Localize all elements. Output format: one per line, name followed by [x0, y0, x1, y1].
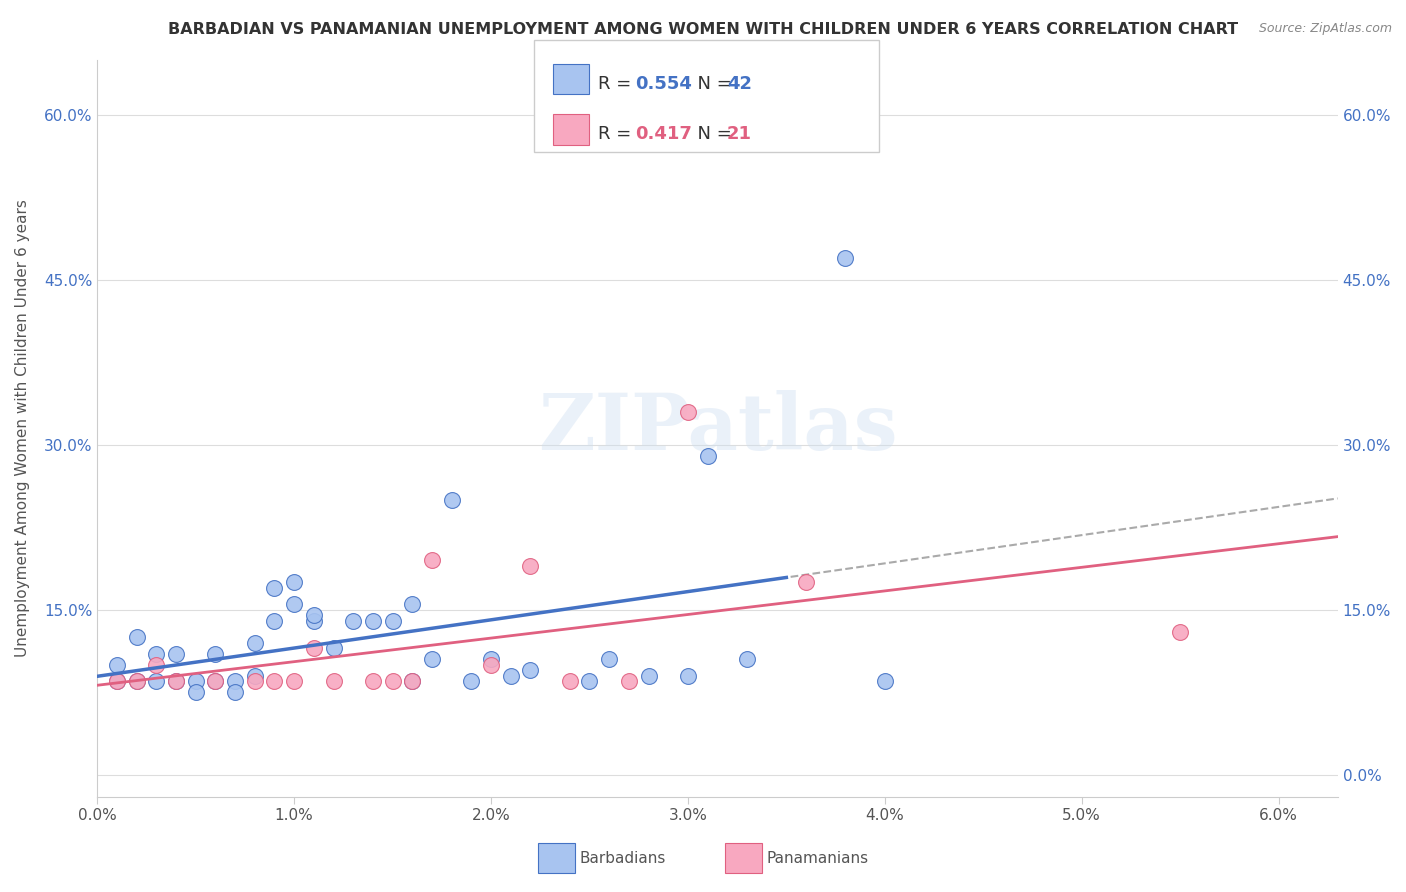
Point — [460, 674, 482, 689]
Point — [105, 674, 128, 689]
Point — [735, 652, 758, 666]
Point — [1168, 624, 1191, 639]
Point — [637, 668, 659, 682]
Point — [420, 553, 443, 567]
Point — [322, 674, 344, 689]
Point — [342, 614, 364, 628]
Point — [204, 647, 226, 661]
Point — [401, 674, 423, 689]
Point — [145, 674, 167, 689]
Point — [105, 674, 128, 689]
Point — [165, 674, 187, 689]
Point — [479, 657, 502, 672]
Point — [794, 575, 817, 590]
Text: 0.417: 0.417 — [636, 125, 692, 143]
Point — [420, 652, 443, 666]
Point — [676, 668, 699, 682]
Point — [125, 674, 148, 689]
Point — [578, 674, 600, 689]
Point — [873, 674, 896, 689]
Point — [283, 597, 305, 611]
Point — [204, 674, 226, 689]
Point — [243, 635, 266, 649]
Point — [302, 641, 325, 656]
Point — [283, 674, 305, 689]
Point — [440, 492, 463, 507]
Point — [165, 674, 187, 689]
Point — [263, 674, 285, 689]
Point — [617, 674, 640, 689]
Point — [224, 685, 246, 699]
Point — [401, 597, 423, 611]
Point — [145, 657, 167, 672]
Text: 0.554: 0.554 — [636, 75, 692, 93]
Point — [361, 674, 384, 689]
Text: R =: R = — [598, 75, 637, 93]
Point — [381, 614, 404, 628]
Text: Panamanians: Panamanians — [766, 852, 869, 866]
Point — [834, 251, 856, 265]
Point — [165, 647, 187, 661]
Point — [322, 641, 344, 656]
Point — [184, 674, 207, 689]
Point — [381, 674, 404, 689]
Point — [125, 674, 148, 689]
Y-axis label: Unemployment Among Women with Children Under 6 years: Unemployment Among Women with Children U… — [15, 199, 30, 657]
Point — [401, 674, 423, 689]
Point — [263, 581, 285, 595]
Point — [519, 558, 541, 573]
Point — [361, 614, 384, 628]
Point — [224, 674, 246, 689]
Point — [243, 668, 266, 682]
Point — [479, 652, 502, 666]
Point — [145, 647, 167, 661]
Text: N =: N = — [686, 125, 738, 143]
Point — [243, 674, 266, 689]
Text: Source: ZipAtlas.com: Source: ZipAtlas.com — [1258, 22, 1392, 36]
Text: BARBADIAN VS PANAMANIAN UNEMPLOYMENT AMONG WOMEN WITH CHILDREN UNDER 6 YEARS COR: BARBADIAN VS PANAMANIAN UNEMPLOYMENT AMO… — [167, 22, 1239, 37]
Point — [598, 652, 620, 666]
Text: N =: N = — [686, 75, 738, 93]
Point — [519, 663, 541, 677]
Point — [204, 674, 226, 689]
Point — [302, 608, 325, 623]
Point — [125, 630, 148, 644]
Text: 21: 21 — [727, 125, 752, 143]
Point — [105, 657, 128, 672]
Point — [283, 575, 305, 590]
Text: Barbadians: Barbadians — [579, 852, 665, 866]
Point — [499, 668, 522, 682]
Point — [558, 674, 581, 689]
Text: 42: 42 — [727, 75, 752, 93]
Point — [184, 685, 207, 699]
Point — [696, 449, 718, 463]
Point — [302, 614, 325, 628]
Text: R =: R = — [598, 125, 637, 143]
Point — [263, 614, 285, 628]
Text: ZIPatlas: ZIPatlas — [537, 390, 897, 467]
Point — [676, 404, 699, 418]
